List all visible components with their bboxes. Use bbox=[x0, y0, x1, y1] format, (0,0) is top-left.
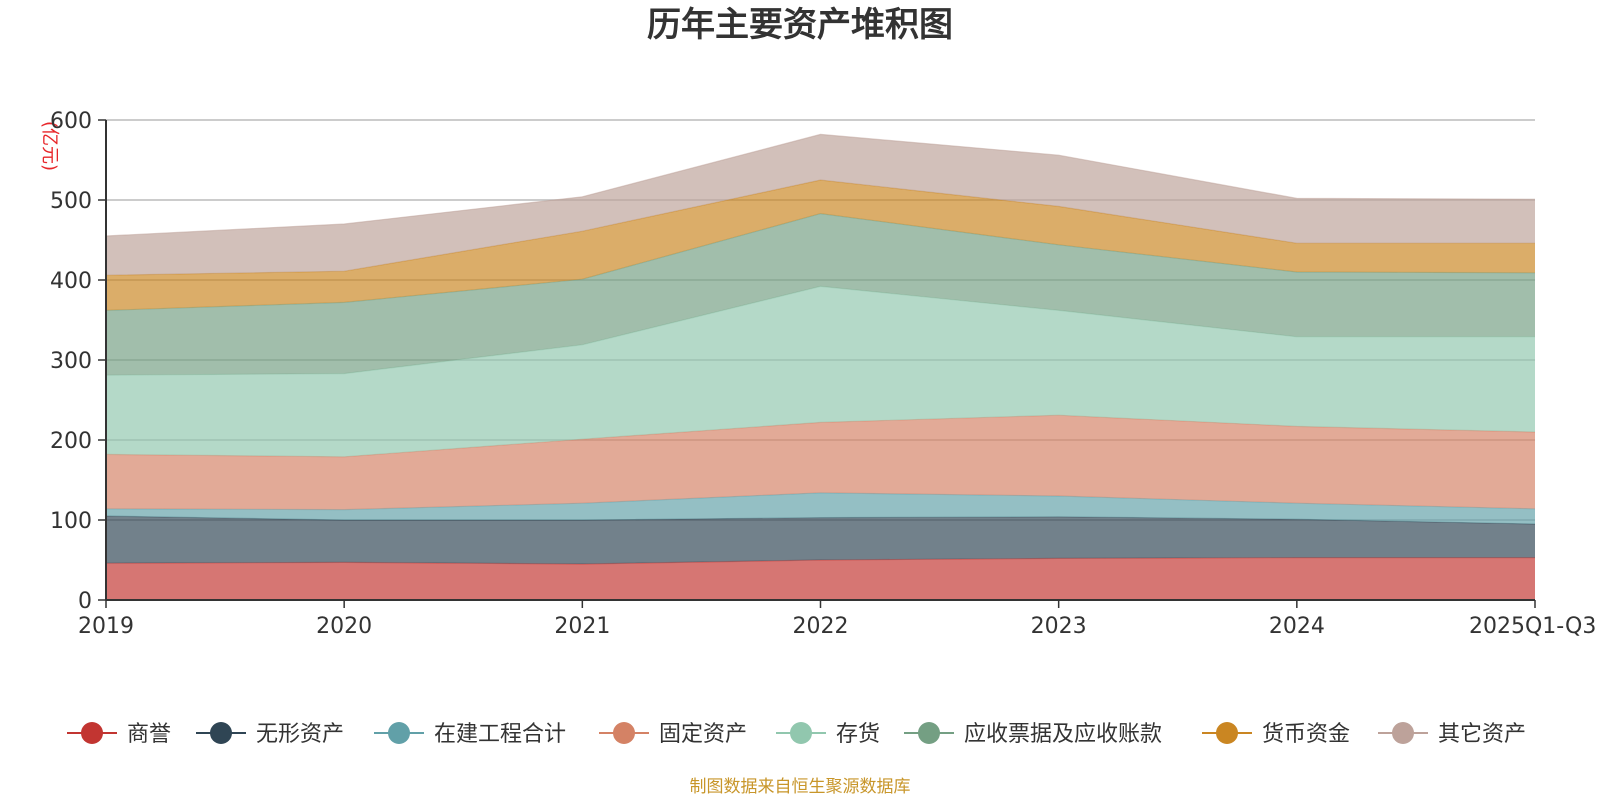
x-tick-label: 2021 bbox=[554, 614, 610, 639]
y-tick-label: 300 bbox=[50, 349, 92, 374]
y-tick-label: 500 bbox=[50, 189, 92, 214]
area-series-7 bbox=[106, 134, 1535, 276]
legend-item-7[interactable]: 其它资产 bbox=[1378, 722, 1526, 747]
x-tick-label: 2020 bbox=[316, 614, 372, 639]
legend-marker bbox=[81, 722, 103, 744]
legend-label: 在建工程合计 bbox=[434, 722, 566, 747]
area-series-6 bbox=[106, 180, 1535, 311]
x-tick-label: 2025Q1-Q3 bbox=[1469, 614, 1596, 639]
area-series-edge-7 bbox=[105, 133, 1536, 237]
x-tick-label: 2023 bbox=[1031, 614, 1087, 639]
legend-label: 商誉 bbox=[127, 722, 171, 747]
area-series bbox=[105, 133, 1536, 600]
area-series-1 bbox=[106, 516, 1535, 564]
legend-item-3[interactable]: 固定资产 bbox=[599, 722, 747, 747]
legend-marker bbox=[790, 722, 812, 744]
legend[interactable]: 商誉 无形资产 在建工程合计 固定资产 存货 应收票据及应收账款 货币资金 其它资产 bbox=[67, 722, 1526, 747]
area-series-2 bbox=[106, 492, 1535, 524]
legend-marker bbox=[918, 722, 940, 744]
area-series-4 bbox=[106, 286, 1535, 457]
axes: 0 100 200 300 400 500 600 2019 2020 2021 2022 2023 2… bbox=[50, 109, 1596, 639]
legend-item-1[interactable]: 无形资产 bbox=[196, 722, 344, 747]
source-note: 制图数据来自恒生聚源数据库 bbox=[690, 777, 911, 797]
y-tick-label: 400 bbox=[50, 269, 92, 294]
legend-marker bbox=[1216, 722, 1238, 744]
x-tick-label: 2019 bbox=[78, 614, 134, 639]
y-tick-label: 0 bbox=[78, 589, 92, 614]
chart-title: 历年主要资产堆积图 bbox=[647, 5, 953, 45]
legend-item-5[interactable]: 应收票据及应收账款 bbox=[904, 722, 1162, 747]
area-series-3 bbox=[106, 415, 1535, 510]
legend-label: 固定资产 bbox=[659, 722, 747, 747]
y-tick-label: 600 bbox=[50, 109, 92, 134]
legend-label: 货币资金 bbox=[1262, 722, 1350, 747]
legend-label: 无形资产 bbox=[256, 722, 344, 747]
legend-item-4[interactable]: 存货 bbox=[776, 722, 880, 747]
legend-marker bbox=[210, 722, 232, 744]
legend-label: 应收票据及应收账款 bbox=[964, 722, 1162, 747]
y-tick-label: 200 bbox=[50, 429, 92, 454]
legend-item-2[interactable]: 在建工程合计 bbox=[374, 722, 566, 747]
legend-label: 其它资产 bbox=[1438, 722, 1526, 747]
legend-marker bbox=[613, 722, 635, 744]
area-series-5 bbox=[106, 213, 1535, 376]
legend-marker bbox=[388, 722, 410, 744]
legend-marker bbox=[1392, 722, 1414, 744]
legend-label: 存货 bbox=[836, 722, 880, 747]
x-tick-label: 2024 bbox=[1269, 614, 1325, 639]
y-axis-unit: (亿元) bbox=[39, 121, 60, 171]
legend-item-0[interactable]: 商誉 bbox=[67, 722, 171, 747]
legend-item-6[interactable]: 货币资金 bbox=[1202, 722, 1350, 747]
x-tick-label: 2022 bbox=[793, 614, 849, 639]
area-series-0 bbox=[106, 557, 1535, 600]
y-tick-label: 100 bbox=[50, 509, 92, 534]
